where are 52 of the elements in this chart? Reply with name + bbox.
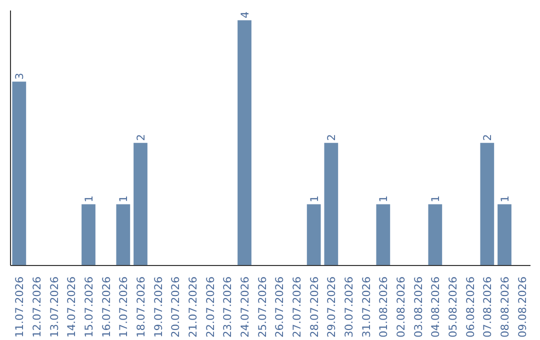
x-tick-label: 22.07.2026 (204, 276, 217, 338)
x-tick-label: 19.07.2026 (152, 276, 165, 338)
x-tick-label: 18.07.2026 (134, 276, 148, 338)
x-tick-label: 31.07.2026 (360, 276, 373, 338)
x-tick-label: 11.07.2026 (13, 276, 26, 338)
data-label: 1 (377, 195, 390, 202)
bar (306, 204, 321, 266)
data-label: 2 (134, 134, 148, 141)
bar (238, 20, 252, 266)
data-label: 2 (325, 134, 338, 141)
bar (82, 204, 96, 266)
bar (428, 204, 442, 266)
x-tick-label: 04.08.2026 (429, 276, 442, 338)
x-tick-label: 21.07.2026 (186, 276, 200, 338)
x-tick-label: 26.07.2026 (273, 276, 286, 338)
x-tick-label: 16.07.2026 (100, 276, 113, 338)
x-tick-label: 05.08.2026 (446, 276, 460, 338)
bar (376, 204, 390, 266)
x-tick-label: 15.07.2026 (82, 276, 96, 338)
x-tick-label: 12.07.2026 (30, 276, 44, 338)
x-tick-label: 25.07.2026 (256, 276, 269, 338)
x-tick-label: 29.07.2026 (325, 276, 338, 338)
x-tick-label: 27.07.2026 (290, 276, 304, 338)
data-label: 3 (13, 72, 26, 80)
x-tick-label: 24.07.2026 (238, 276, 252, 338)
bar (480, 142, 494, 266)
x-tick-label: 08.08.2026 (498, 276, 512, 338)
data-label: 2 (481, 134, 494, 141)
x-tick-label: 14.07.2026 (65, 276, 78, 338)
x-tick-label: 03.08.2026 (412, 276, 425, 338)
bar (116, 204, 130, 266)
x-tick-label: 07.08.2026 (481, 276, 494, 338)
data-label: 1 (117, 195, 130, 202)
x-tick-label: 13.07.2026 (48, 276, 61, 338)
data-label: 1 (308, 195, 321, 202)
data-label: 1 (498, 195, 512, 202)
x-tick-label: 06.08.2026 (464, 276, 477, 338)
bar (498, 204, 512, 266)
x-tick-label: 30.07.2026 (342, 276, 356, 338)
x-tick-label: 01.08.2026 (377, 276, 390, 338)
data-label: 1 (429, 195, 442, 202)
bar (134, 142, 148, 266)
x-tick-label: 17.07.2026 (117, 276, 130, 338)
data-label: 4 (238, 11, 252, 18)
bar (324, 142, 338, 266)
bar (12, 82, 26, 266)
x-tick-label: 09.08.2026 (516, 276, 529, 338)
data-label: 1 (82, 195, 96, 202)
x-tick-label: 02.08.2026 (394, 276, 408, 338)
x-tick-label: 20.07.2026 (169, 276, 182, 338)
x-tick-label: 23.07.2026 (221, 276, 234, 338)
x-tick-label: 28.07.2026 (308, 276, 321, 338)
